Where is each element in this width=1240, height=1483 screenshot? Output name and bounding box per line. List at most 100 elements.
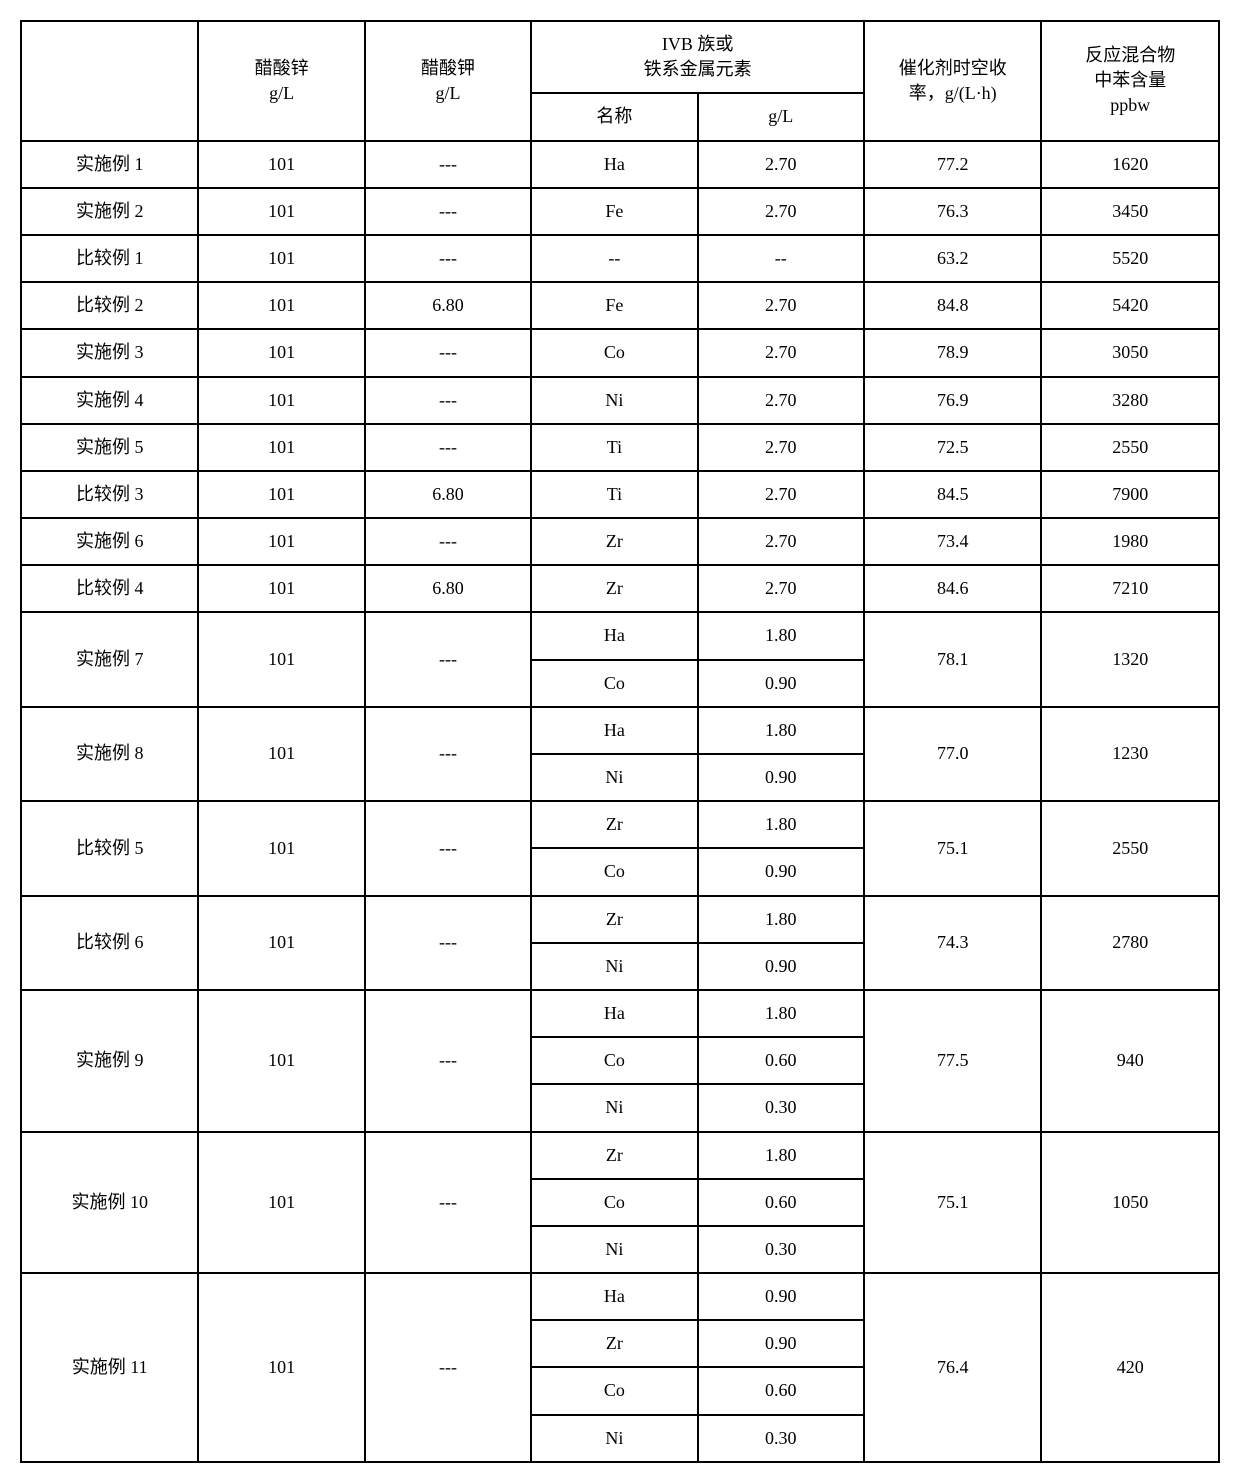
cell-element-name: Ti: [531, 471, 697, 518]
cell-element-name: Co: [531, 1179, 697, 1226]
cell-element-gl: 1.80: [698, 612, 864, 659]
cell-benzene: 3450: [1041, 188, 1219, 235]
cell-yield: 84.5: [864, 471, 1041, 518]
cell-potassium: ---: [365, 329, 531, 376]
cell-label: 实施例 1: [21, 141, 198, 188]
cell-element-gl: 0.60: [698, 1367, 864, 1414]
cell-label: 实施例 7: [21, 612, 198, 706]
cell-benzene: 3050: [1041, 329, 1219, 376]
cell-yield: 78.9: [864, 329, 1041, 376]
table-row: 实施例 9101---Ha1.8077.5940: [21, 990, 1219, 1037]
cell-element-name: Fe: [531, 282, 697, 329]
cell-element-name: Zr: [531, 896, 697, 943]
cell-yield: 77.5: [864, 990, 1041, 1132]
table-row: 实施例 6101---Zr2.7073.41980: [21, 518, 1219, 565]
cell-label: 实施例 3: [21, 329, 198, 376]
cell-benzene: 1620: [1041, 141, 1219, 188]
cell-yield: 73.4: [864, 518, 1041, 565]
cell-zinc: 101: [198, 282, 364, 329]
data-table: 醋酸锌 g/L 醋酸钾 g/L IVB 族或 铁系金属元素 催化剂时空收 率，g…: [20, 20, 1220, 1463]
cell-label: 实施例 10: [21, 1132, 198, 1274]
cell-yield: 75.1: [864, 801, 1041, 895]
table-row: 比较例 5101---Zr1.8075.12550: [21, 801, 1219, 848]
cell-label: 比较例 2: [21, 282, 198, 329]
cell-element-gl: 0.90: [698, 754, 864, 801]
cell-element-gl: 2.70: [698, 565, 864, 612]
cell-element-gl: 0.90: [698, 1320, 864, 1367]
cell-yield: 74.3: [864, 896, 1041, 990]
table-row: 比较例 41016.80Zr2.7084.67210: [21, 565, 1219, 612]
cell-element-name: Ha: [531, 707, 697, 754]
cell-label: 实施例 5: [21, 424, 198, 471]
header-zinc-line1: 醋酸锌: [255, 58, 309, 78]
table-row: 实施例 10101---Zr1.8075.11050: [21, 1132, 1219, 1179]
header-potassium-line1: 醋酸钾: [421, 58, 475, 78]
cell-element-name: Co: [531, 660, 697, 707]
cell-yield: 76.4: [864, 1273, 1041, 1462]
cell-element-gl: 2.70: [698, 518, 864, 565]
cell-benzene: 5420: [1041, 282, 1219, 329]
cell-element-name: Ni: [531, 754, 697, 801]
cell-element-gl: 2.70: [698, 282, 864, 329]
cell-element-name: Co: [531, 1367, 697, 1414]
table-row: 实施例 3101---Co2.7078.93050: [21, 329, 1219, 376]
cell-potassium: ---: [365, 141, 531, 188]
cell-element-gl: 1.80: [698, 1132, 864, 1179]
cell-element-name: Ni: [531, 943, 697, 990]
cell-element-gl: 0.90: [698, 660, 864, 707]
cell-potassium: ---: [365, 990, 531, 1132]
cell-element-name: Zr: [531, 565, 697, 612]
table-header: 醋酸锌 g/L 醋酸钾 g/L IVB 族或 铁系金属元素 催化剂时空收 率，g…: [21, 21, 1219, 141]
cell-benzene: 7900: [1041, 471, 1219, 518]
cell-zinc: 101: [198, 377, 364, 424]
cell-potassium: ---: [365, 1273, 531, 1462]
cell-zinc: 101: [198, 612, 364, 706]
cell-zinc: 101: [198, 565, 364, 612]
cell-benzene: 1980: [1041, 518, 1219, 565]
cell-element-gl: 1.80: [698, 801, 864, 848]
header-blank: [21, 21, 198, 141]
cell-zinc: 101: [198, 471, 364, 518]
cell-yield: 76.9: [864, 377, 1041, 424]
cell-potassium: ---: [365, 424, 531, 471]
header-benzene-line1: 反应混合物: [1085, 45, 1175, 65]
cell-element-name: Co: [531, 848, 697, 895]
cell-element-gl: 0.90: [698, 1273, 864, 1320]
table-row: 比较例 6101---Zr1.8074.32780: [21, 896, 1219, 943]
cell-potassium: ---: [365, 707, 531, 801]
cell-element-name: Ha: [531, 141, 697, 188]
header-benzene-content: 反应混合物 中苯含量 ppbw: [1041, 21, 1219, 141]
cell-element-name: Ti: [531, 424, 697, 471]
cell-label: 比较例 1: [21, 235, 198, 282]
cell-element-name: Ni: [531, 1415, 697, 1462]
cell-zinc: 101: [198, 707, 364, 801]
cell-zinc: 101: [198, 235, 364, 282]
cell-benzene: 2550: [1041, 801, 1219, 895]
cell-potassium: ---: [365, 896, 531, 990]
cell-element-gl: 2.70: [698, 141, 864, 188]
cell-label: 实施例 9: [21, 990, 198, 1132]
cell-element-name: Ha: [531, 990, 697, 1037]
header-gl-sub: g/L: [698, 93, 864, 140]
table-row: 比较例 31016.80Ti2.7084.57900: [21, 471, 1219, 518]
cell-element-gl: 2.70: [698, 471, 864, 518]
cell-benzene: 2780: [1041, 896, 1219, 990]
cell-potassium: ---: [365, 612, 531, 706]
cell-benzene: 5520: [1041, 235, 1219, 282]
header-benzene-line3: ppbw: [1110, 95, 1150, 115]
header-yield-line2: 率，g/(L·h): [909, 83, 997, 103]
cell-yield: 77.2: [864, 141, 1041, 188]
cell-element-name: Zr: [531, 518, 697, 565]
cell-potassium: ---: [365, 518, 531, 565]
cell-element-name: Co: [531, 329, 697, 376]
header-zinc-acetate: 醋酸锌 g/L: [198, 21, 364, 141]
cell-element-gl: 2.70: [698, 329, 864, 376]
cell-zinc: 101: [198, 801, 364, 895]
cell-element-gl: 0.90: [698, 943, 864, 990]
table-row: 实施例 4101---Ni2.7076.93280: [21, 377, 1219, 424]
header-name-sub: 名称: [531, 93, 697, 140]
cell-yield: 84.8: [864, 282, 1041, 329]
cell-zinc: 101: [198, 518, 364, 565]
cell-yield: 72.5: [864, 424, 1041, 471]
cell-element-name: --: [531, 235, 697, 282]
